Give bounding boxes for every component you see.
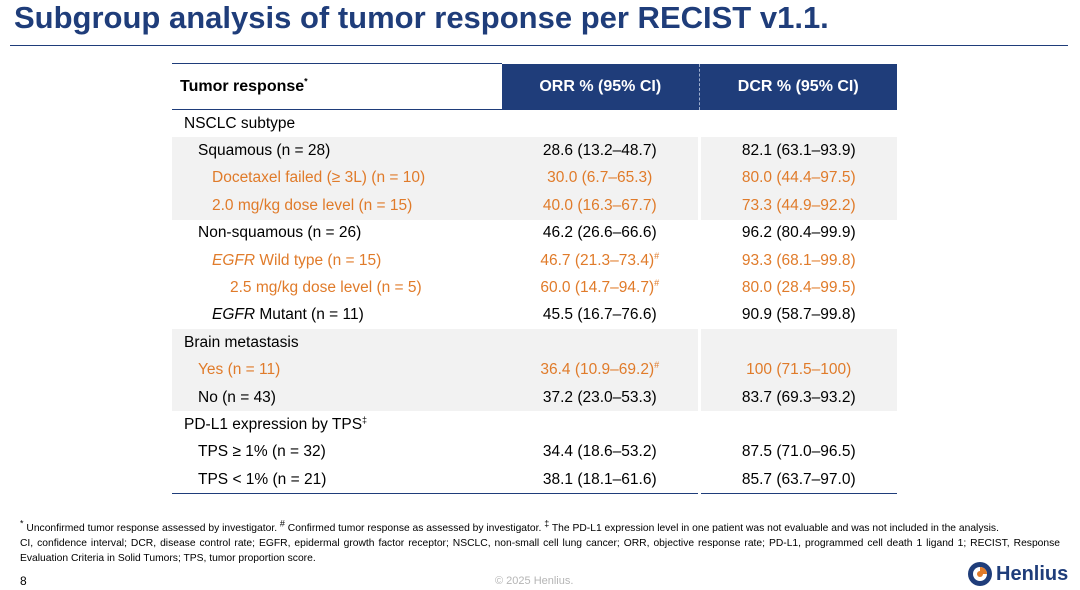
table-row: 2.0 mg/kg dose level (n = 15) 40.0 (16.3… [172, 192, 897, 220]
header-orr: ORR % (95% CI) [502, 63, 700, 110]
henlius-logo-icon [968, 562, 992, 586]
table-header-row: Tumor response* ORR % (95% CI) DCR % (95… [172, 63, 897, 110]
copyright: © 2025 Henlius. [495, 575, 574, 587]
dcr-value [697, 329, 897, 357]
row-label: TPS < 1% (n = 21) [172, 466, 502, 495]
dcr-value: 93.3 (68.1–99.8) [697, 246, 897, 275]
table-row: TPS ≥ 1% (n = 32) 34.4 (18.6–53.2) 87.5 … [172, 438, 897, 467]
orr-value [502, 411, 699, 438]
orr-value: 30.0 (6.7–65.3) [502, 164, 699, 193]
row-label: PD-L1 expression by TPS‡ [184, 414, 368, 433]
orr-value: 46.7 (21.3–73.4)# [540, 250, 660, 269]
orr-value [502, 329, 699, 357]
dcr-value: 96.2 (80.4–99.9) [697, 219, 897, 247]
footnote-marks: * Unconfirmed tumor response assessed by… [20, 518, 999, 534]
orr-value: 45.5 (16.7–76.6) [542, 306, 657, 324]
logo-text: Henlius [996, 563, 1069, 585]
dcr-value [697, 411, 897, 439]
slide-title: Subgroup analysis of tumor response per … [14, 0, 829, 35]
title-divider [10, 45, 1068, 46]
dcr-value: 100 (71.5–100) [697, 356, 897, 384]
dcr-value [697, 109, 897, 138]
orr-value: 36.4 (10.9–69.2)# [502, 356, 699, 384]
orr-value: 40.0 (16.3–67.7) [502, 192, 699, 220]
row-label: 2.0 mg/kg dose level (n = 15) [172, 192, 502, 220]
page-number: 8 [20, 574, 27, 588]
dcr-value: 85.7 (63.7–97.0) [697, 466, 897, 495]
orr-value: 28.6 (13.2–48.7) [502, 137, 699, 165]
dcr-value: 83.7 (69.3–93.2) [697, 383, 897, 412]
table-row: Docetaxel failed (≥ 3L) (n = 10) 30.0 (6… [172, 164, 897, 193]
table-row: No (n = 43) 37.2 (23.0–53.3) 83.7 (69.3–… [172, 383, 897, 412]
dcr-value: 82.1 (63.1–93.9) [697, 137, 897, 165]
header-dcr: DCR % (95% CI) [699, 63, 897, 110]
table-row: Brain metastasis [172, 329, 897, 357]
row-label: No (n = 43) [172, 383, 502, 412]
row-label: EGFR Mutant (n = 11) [212, 306, 364, 324]
footnote-abbreviations: CI, confidence interval; DCR, disease co… [20, 538, 1060, 564]
dcr-value: 73.3 (44.9–92.2) [697, 192, 897, 220]
orr-value: 60.0 (14.7–94.7)# [540, 277, 660, 297]
table-row: Yes (n = 11) 36.4 (10.9–69.2)# 100 (71.5… [172, 356, 897, 384]
dcr-value: 87.5 (71.0–96.5) [697, 438, 897, 467]
table-row: EGFR Wild type (n = 15) 46.7 (21.3–73.4)… [172, 246, 897, 275]
table-row: Non-squamous (n = 26) 46.2 (26.6–66.6) 9… [172, 219, 897, 247]
henlius-logo: Henlius [966, 560, 1078, 588]
table-row: Squamous (n = 28) 28.6 (13.2–48.7) 82.1 … [172, 137, 897, 165]
dcr-value: 80.0 (44.4–97.5) [697, 164, 897, 193]
row-label: Yes (n = 11) [172, 356, 502, 384]
table-row: 2.5 mg/kg dose level (n = 5) 60.0 (14.7–… [172, 274, 897, 302]
orr-value: 34.4 (18.6–53.2) [542, 443, 657, 461]
orr-value: 38.1 (18.1–61.6) [502, 466, 699, 495]
row-label: EGFR Wild type (n = 15) [212, 251, 382, 269]
orr-value: 46.2 (26.6–66.6) [542, 224, 657, 242]
table-row: PD-L1 expression by TPS‡ [172, 411, 897, 439]
row-label: TPS ≥ 1% (n = 32) [198, 443, 326, 461]
table-row: NSCLC subtype [172, 109, 897, 138]
row-label: Squamous (n = 28) [172, 137, 502, 165]
row-label: Docetaxel failed (≥ 3L) (n = 10) [172, 164, 502, 193]
row-label: 2.5 mg/kg dose level (n = 5) [230, 279, 422, 297]
orr-value: 37.2 (23.0–53.3) [502, 383, 699, 412]
dcr-value: 90.9 (58.7–99.8) [697, 301, 897, 330]
header-tumor-response: Tumor response* [172, 63, 502, 110]
row-label: Non-squamous (n = 26) [198, 224, 362, 242]
row-label: Brain metastasis [172, 329, 502, 357]
table-row: EGFR Mutant (n = 11) 45.5 (16.7–76.6) 90… [172, 301, 897, 330]
tumor-response-table: Tumor response* ORR % (95% CI) DCR % (95… [172, 63, 897, 495]
orr-value [502, 110, 699, 138]
row-label: NSCLC subtype [184, 114, 296, 132]
table-row: TPS < 1% (n = 21) 38.1 (18.1–61.6) 85.7 … [172, 466, 897, 495]
dcr-value: 80.0 (28.4–99.5) [697, 274, 897, 302]
